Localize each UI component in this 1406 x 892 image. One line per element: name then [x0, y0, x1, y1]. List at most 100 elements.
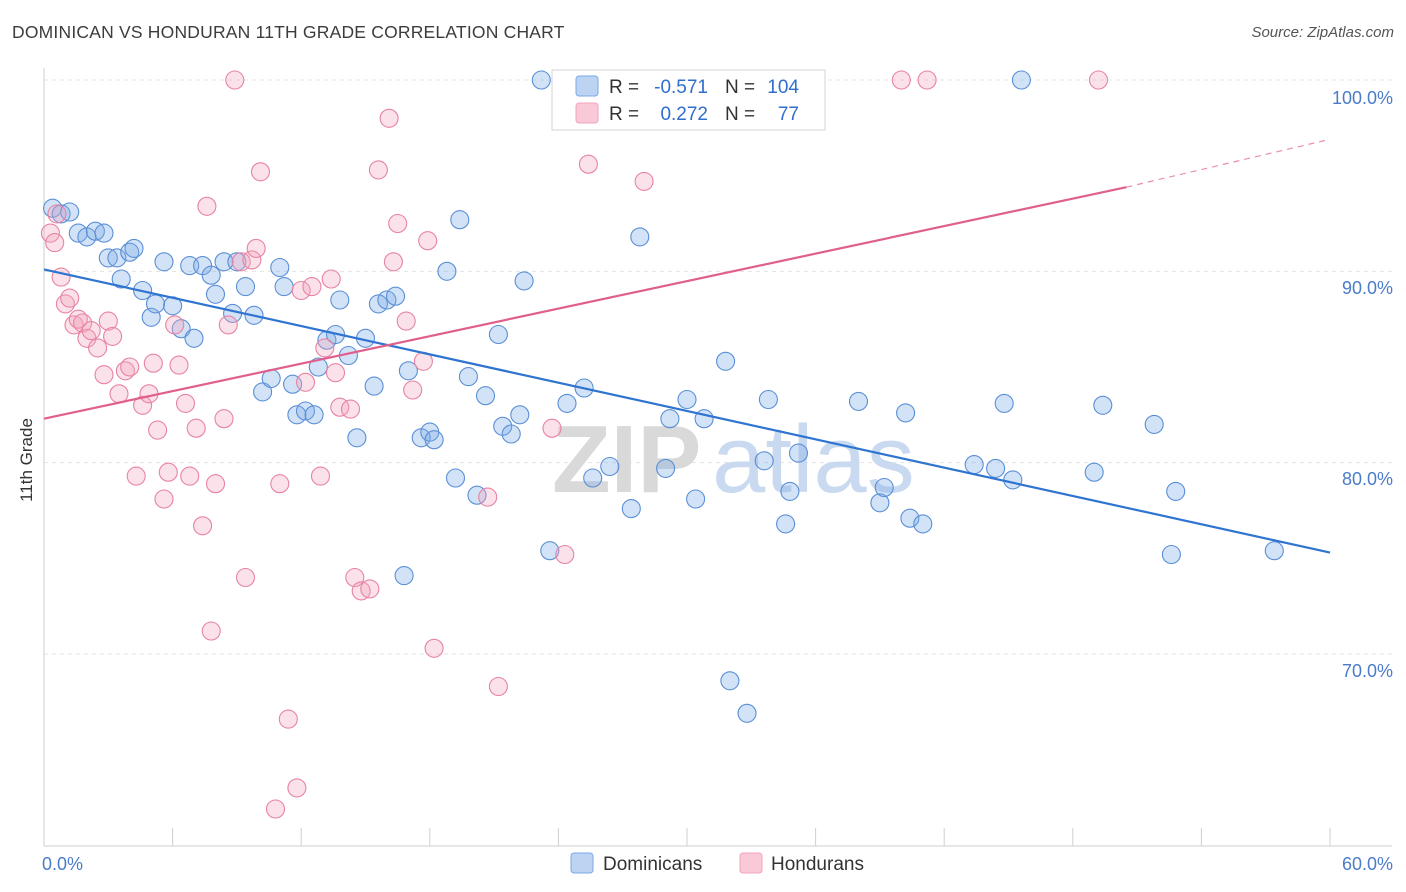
honduran-point-21 — [143, 353, 163, 373]
dominican-point-57 — [475, 386, 496, 406]
honduran-point-42 — [265, 799, 286, 819]
y-tick-label-80: 80.0% — [1342, 469, 1393, 489]
honduran-point-23 — [154, 489, 174, 509]
dominican-point-88 — [896, 403, 916, 423]
honduran-point-60 — [383, 252, 403, 272]
correlation-legend: R = -0.571 N = 104 R = 0.272 N = 77 — [551, 69, 826, 131]
dominican-point-75 — [686, 489, 706, 509]
x-tick-label-min: 0.0% — [42, 854, 83, 874]
honduran-point-65 — [418, 231, 438, 251]
dominican-trend-line — [43, 268, 1331, 554]
dominican-point-61 — [510, 405, 530, 425]
dominican-point-30 — [270, 257, 290, 278]
axes — [43, 68, 1392, 847]
legend-n-label-1: N = — [725, 77, 755, 98]
legend-swatch-hondurans — [575, 102, 599, 124]
honduran-point-61 — [388, 213, 408, 234]
honduran-point-32 — [201, 621, 221, 641]
honduran-point-39 — [242, 250, 262, 270]
dominican-point-81 — [758, 389, 778, 410]
source-label: Source: ZipAtlas.com — [1251, 24, 1394, 41]
dominican-point-39 — [330, 290, 350, 310]
honduran-point-63 — [403, 380, 423, 400]
legend-r-label-2: R = — [609, 104, 639, 125]
honduran-point-19 — [133, 395, 153, 415]
dominican-point-51 — [424, 430, 444, 450]
honduran-point-54 — [340, 399, 361, 419]
y-axis-label: 11th Grade — [17, 418, 36, 502]
dominican-point-46 — [385, 286, 406, 306]
chart-title: DOMINICAN VS HONDURAN 11TH GRADE CORRELA… — [12, 22, 565, 42]
dominican-point-86 — [870, 493, 890, 513]
legend-n-label-2: N = — [725, 104, 755, 125]
dominican-point-71 — [630, 227, 650, 247]
dominican-point-63 — [531, 70, 551, 90]
honduran-point-27 — [175, 393, 196, 413]
honduran-point-36 — [225, 70, 245, 90]
honduran-point-75 — [917, 70, 937, 90]
honduran-point-38 — [235, 567, 256, 588]
honduran-point-35 — [218, 315, 238, 335]
watermark-zip: ZIP — [552, 406, 701, 513]
honduran-point-31 — [197, 196, 217, 216]
honduran-point-49 — [310, 466, 331, 486]
dominican-point-97 — [1093, 395, 1113, 415]
dominican-point-93 — [994, 393, 1014, 413]
honduran-trend-line — [43, 186, 1127, 420]
watermark: ZIP atlas — [552, 406, 915, 513]
honduran-point-24 — [158, 462, 178, 482]
dominican-point-95 — [1011, 70, 1031, 90]
honduran-point-40 — [246, 238, 266, 258]
data-points — [40, 70, 1284, 819]
dominican-point-48 — [398, 361, 418, 381]
dominican-point-80 — [754, 451, 774, 471]
dominican-point-64 — [540, 541, 560, 561]
honduran-point-59 — [379, 108, 399, 128]
honduran-point-13 — [98, 311, 118, 331]
dominican-point-55 — [458, 367, 478, 387]
y-tick-label-90: 90.0% — [1342, 278, 1393, 298]
dominican-point-43 — [364, 376, 384, 396]
honduran-point-22 — [148, 420, 168, 440]
honduran-point-29 — [186, 418, 206, 438]
honduran-point-17 — [120, 357, 140, 377]
honduran-point-66 — [424, 638, 444, 658]
honduran-point-51 — [321, 269, 341, 289]
honduran-point-15 — [109, 384, 129, 404]
dominican-point-41 — [347, 428, 367, 448]
legend-r-value-2: 0.272 — [660, 104, 708, 125]
honduran-point-1 — [45, 233, 65, 253]
dominican-point-65 — [557, 393, 577, 413]
dominican-point-94 — [1003, 470, 1023, 490]
dominican-point-83 — [780, 481, 800, 501]
dominican-point-78 — [720, 671, 740, 691]
dominican-point-62 — [514, 271, 534, 291]
legend-n-value-1: 104 — [767, 77, 799, 98]
dominican-point-72 — [656, 458, 676, 478]
series-legend-swatch-dominicans — [570, 852, 594, 874]
dominican-point-52 — [437, 261, 457, 281]
honduran-point-67 — [478, 487, 498, 507]
honduran-point-69 — [542, 418, 562, 438]
dominican-point-92 — [986, 458, 1006, 478]
dominican-point-68 — [583, 468, 603, 488]
dominican-point-47 — [394, 566, 414, 586]
dominican-point-69 — [600, 456, 620, 477]
honduran-point-18 — [126, 466, 146, 486]
honduran-point-10 — [81, 321, 101, 341]
series-legend: Dominicans Hondurans — [570, 852, 864, 875]
honduran-point-2 — [47, 204, 67, 224]
dominican-point-91 — [964, 455, 984, 475]
honduran-point-47 — [295, 372, 316, 392]
legend-swatch-dominicans — [575, 75, 599, 97]
dominican-point-87 — [874, 477, 894, 498]
dominican-point-85 — [848, 391, 869, 411]
dominican-point-28 — [253, 382, 273, 402]
dominican-point-35 — [304, 405, 324, 425]
dominican-point-79 — [737, 703, 757, 723]
y-tick-labels: 70.0% 80.0% 90.0% 100.0% — [1332, 88, 1393, 681]
dominican-point-96 — [1084, 462, 1104, 482]
honduran-point-14 — [103, 326, 123, 346]
honduran-point-11 — [88, 338, 108, 358]
honduran-point-62 — [396, 311, 416, 331]
